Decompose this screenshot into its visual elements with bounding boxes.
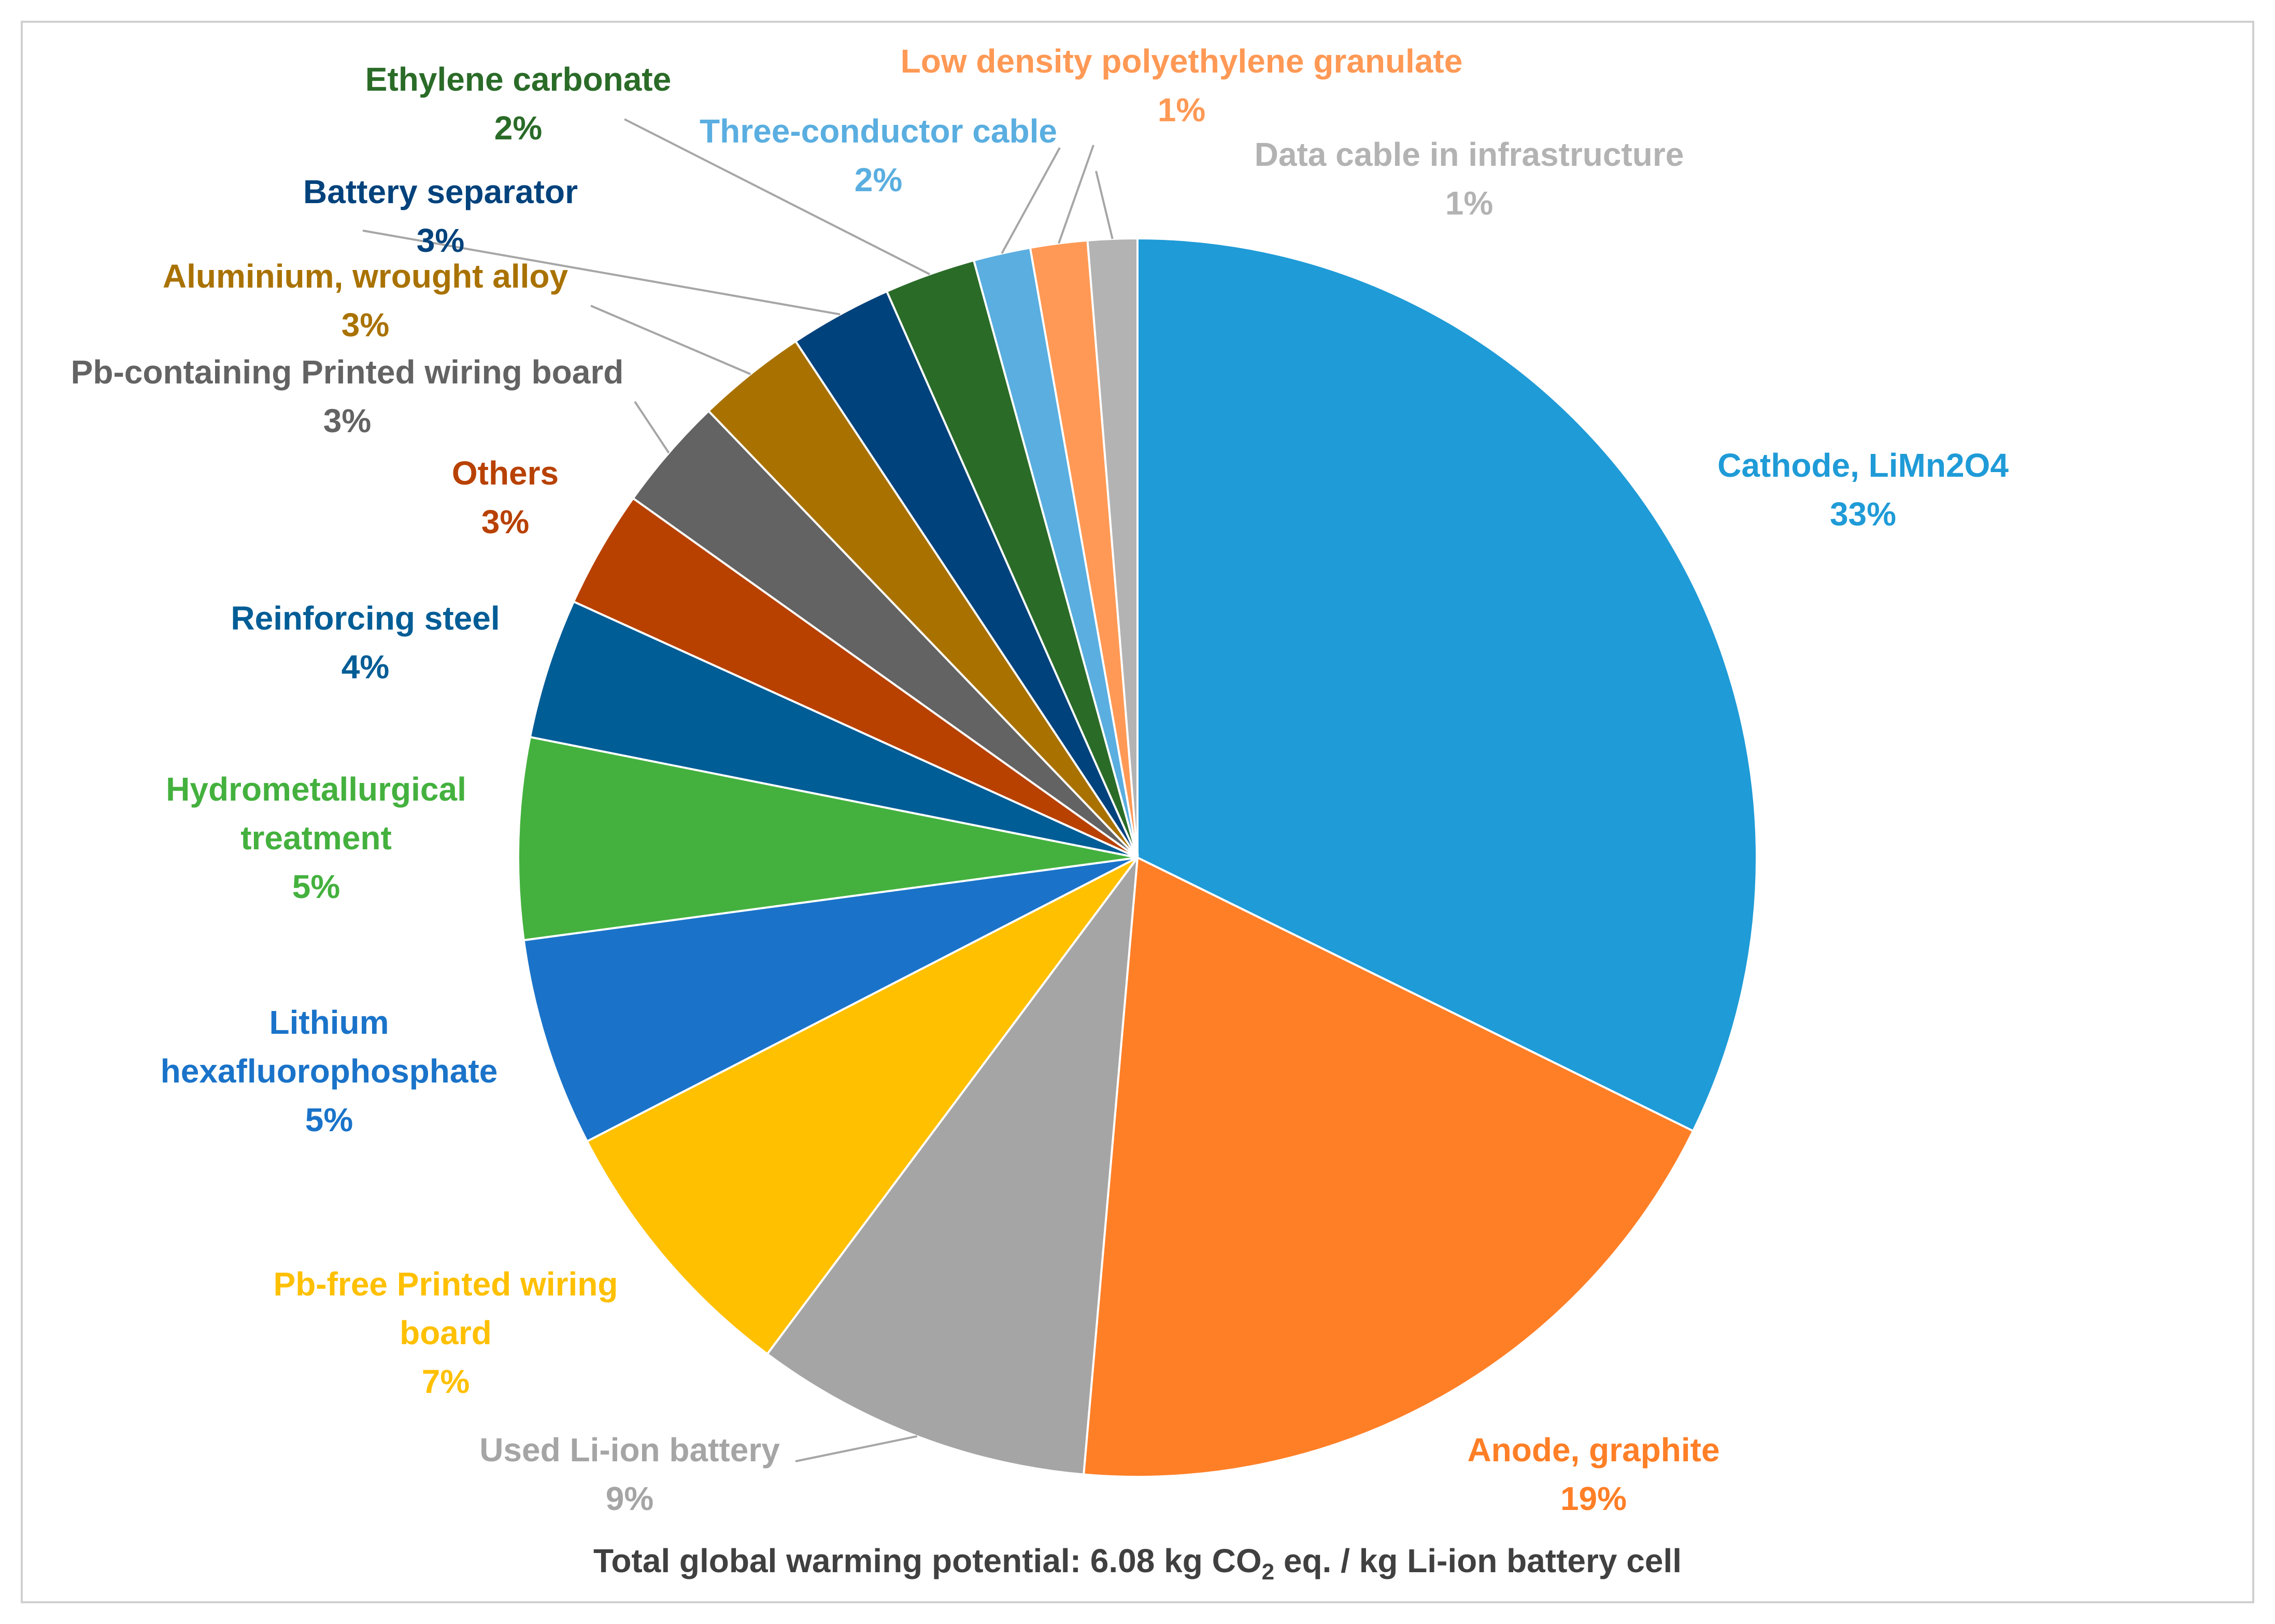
- pie-slice-1: [1136, 237, 1758, 1133]
- slice-label-6: Hydrometallurgical treatment 5%: [166, 771, 466, 905]
- slice-name: Data cable in infrastructure: [1255, 136, 1684, 173]
- leader-line-3: [795, 1435, 918, 1462]
- slice-label-13: Three-conductor cable 2%: [700, 112, 1057, 198]
- chart-footnote: Total global warming potential: 6.08 kg …: [0, 1542, 2275, 1585]
- slice-label-1: Cathode, LiMn2O4 33%: [1717, 447, 2009, 533]
- leader-line-14: [1058, 145, 1094, 244]
- leader-line-13: [1001, 147, 1061, 254]
- slice-name: Low density polyethylene granulate: [901, 42, 1463, 80]
- slice-label-7: Reinforcing steel 4%: [231, 600, 500, 686]
- pie-slice-4: [586, 857, 1139, 1356]
- leader-line-11: [362, 230, 841, 316]
- slice-label-4: Pb-free Printed wiring board 7%: [274, 1265, 618, 1400]
- slice-name: Anode, graphite: [1467, 1431, 1719, 1469]
- slice-label-10: Aluminium, wrought alloy 3%: [163, 258, 568, 344]
- pie-slice-5: [522, 857, 1138, 1143]
- slice-percent: 4%: [342, 648, 390, 686]
- slice-percent: 7%: [422, 1363, 470, 1400]
- slice-name: treatment: [240, 819, 392, 857]
- slice-percent: 33%: [1830, 495, 1896, 533]
- slice-percent: 5%: [305, 1101, 353, 1138]
- footnote-subscript: 2: [1261, 1559, 1275, 1585]
- slice-percent: 19%: [1560, 1480, 1627, 1517]
- slice-percent: 3%: [417, 222, 465, 259]
- slice-label-11: Battery separator 3%: [303, 173, 578, 259]
- pie-slice-3: [765, 854, 1139, 1476]
- slice-name: Pb-free Printed wiring: [274, 1265, 618, 1303]
- slice-name: Battery separator: [303, 173, 578, 210]
- slice-percent: 1%: [1445, 184, 1494, 222]
- slice-percent: 3%: [323, 402, 372, 439]
- pie-slices: [517, 237, 1758, 1478]
- slice-name: Pb-containing Printed wiring board: [71, 353, 624, 391]
- slice-name: Others: [452, 454, 559, 492]
- slice-label-12: Ethylene carbonate 2%: [365, 61, 671, 147]
- leader-line-10: [590, 305, 751, 375]
- leader-lines: [362, 118, 1114, 1462]
- leader-line-15: [1095, 170, 1114, 239]
- slice-percent: 3%: [481, 503, 530, 540]
- slice-percent: 1%: [1158, 91, 1206, 129]
- slice-label-14: Low density polyethylene granulate 1%: [901, 42, 1463, 129]
- pie-slice-2: [1082, 856, 1695, 1478]
- pie-slice-6: [517, 735, 1138, 942]
- leader-line-12: [624, 118, 931, 276]
- slice-name: Used Li-ion battery: [479, 1431, 780, 1469]
- slice-percent: 2%: [494, 109, 543, 147]
- slice-label-2: Anode, graphite 19%: [1467, 1431, 1719, 1517]
- footnote-prefix: Total global warming potential: 6.08 kg …: [593, 1542, 1262, 1579]
- slice-percent: 9%: [606, 1480, 654, 1517]
- slice-label-3: Used Li-ion battery 9%: [479, 1431, 780, 1517]
- slice-name: Lithium: [269, 1004, 389, 1041]
- footnote-suffix: eq. / kg Li-ion battery cell: [1274, 1542, 1682, 1579]
- slice-percent: 5%: [292, 868, 340, 905]
- slice-name: Reinforcing steel: [231, 600, 500, 637]
- slice-percent: 3%: [342, 306, 390, 344]
- slice-name: Cathode, LiMn2O4: [1717, 447, 2009, 484]
- pie-slice-7: [529, 600, 1138, 859]
- slice-percent: 2%: [855, 161, 903, 198]
- slice-label-5: Lithium hexafluorophosphate 5%: [161, 1004, 498, 1138]
- slice-name: Ethylene carbonate: [365, 61, 671, 98]
- slice-name: Hydrometallurgical: [166, 771, 466, 808]
- slice-name: Aluminium, wrought alloy: [163, 258, 568, 295]
- slice-label-15: Data cable in infrastructure 1%: [1255, 136, 1684, 222]
- slice-label-8: Others 3%: [452, 454, 559, 540]
- slice-name: Three-conductor cable: [700, 112, 1057, 150]
- slice-name: hexafluorophosphate: [161, 1052, 498, 1090]
- slice-labels: Cathode, LiMn2O4 33% Anode, graphite 19% Use…: [71, 42, 2009, 1517]
- leader-line-9: [634, 401, 670, 454]
- slice-label-9: Pb-containing Printed wiring board 3%: [71, 353, 624, 439]
- slice-name: board: [400, 1314, 492, 1351]
